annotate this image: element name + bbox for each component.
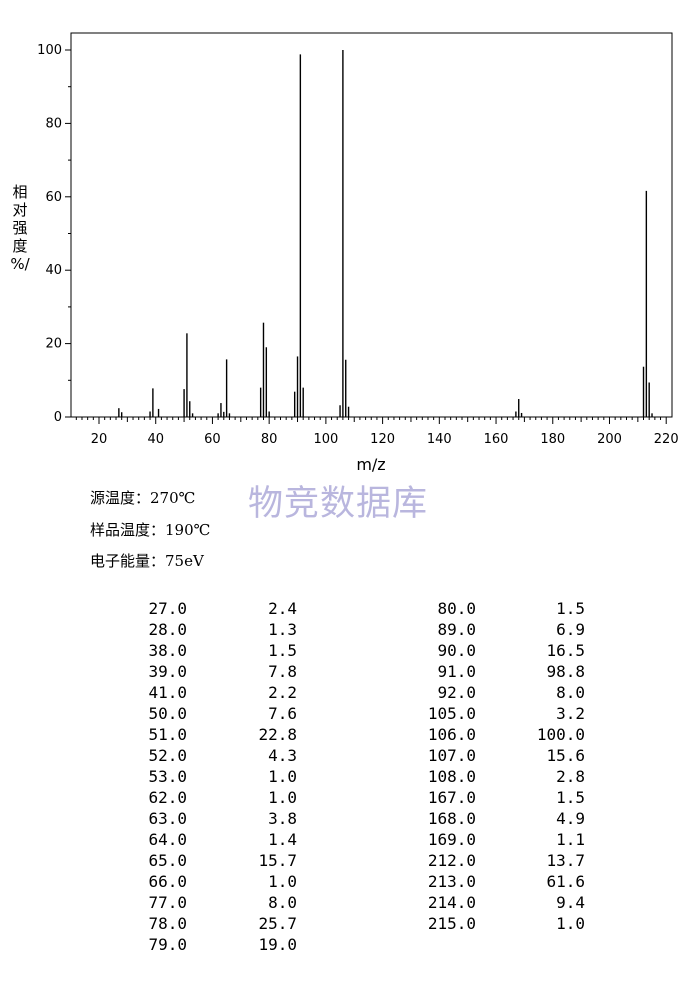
plot-frame bbox=[70, 32, 673, 418]
peak-row-right-intensity: 8.0 bbox=[556, 683, 585, 702]
peak-row-right-intensity: 3.2 bbox=[556, 704, 585, 723]
peak-row-right-mz: 213.0 bbox=[427, 872, 476, 891]
peak-row-right-intensity: 1.0 bbox=[556, 914, 585, 933]
peak-row-left-intensity: 2.4 bbox=[268, 599, 297, 618]
peak-row-left-mz: 79.0 bbox=[148, 935, 187, 954]
peak-row-left-intensity: 2.2 bbox=[268, 683, 297, 702]
peak-row-right-mz: 89.0 bbox=[437, 620, 476, 639]
peak-row-left-mz: 78.0 bbox=[148, 914, 187, 933]
peak-row-right-intensity: 2.8 bbox=[556, 767, 585, 786]
y-axis: 0 20 40 60 80 100 bbox=[37, 43, 71, 425]
y-tick-label: 0 bbox=[54, 410, 62, 425]
peak-row-right-mz: 90.0 bbox=[437, 641, 476, 660]
electron-energy: 电子能量：75eV bbox=[90, 552, 204, 570]
peak-row-right-mz: 107.0 bbox=[427, 746, 476, 765]
x-tick-label: 180 bbox=[540, 432, 565, 447]
peak-row-right-mz: 106.0 bbox=[427, 725, 476, 744]
peak-row-left-intensity: 1.0 bbox=[268, 767, 297, 786]
peak-row-right-intensity: 1.1 bbox=[556, 830, 585, 849]
peak-row-left-mz: 64.0 bbox=[148, 830, 187, 849]
peak-row-right-mz: 91.0 bbox=[437, 662, 476, 681]
x-axis: 20 40 60 80 100 120 140 160 180 200 220 bbox=[75, 417, 679, 447]
peak-row-right-intensity: 61.6 bbox=[546, 872, 585, 891]
peak-row-right-mz: 92.0 bbox=[437, 683, 476, 702]
peak-row-left-intensity: 7.6 bbox=[268, 704, 297, 723]
peak-row-right-mz: 215.0 bbox=[427, 914, 476, 933]
peak-row-right-mz: 105.0 bbox=[427, 704, 476, 723]
x-tick-label: 160 bbox=[484, 432, 509, 447]
peak-row-right-intensity: 98.8 bbox=[546, 662, 585, 681]
peak-row-left-mz: 63.0 bbox=[148, 809, 187, 828]
y-tick-label: 80 bbox=[45, 116, 62, 131]
peak-row-right-mz: 214.0 bbox=[427, 893, 476, 912]
y-label-char: 相 bbox=[12, 183, 27, 201]
peak-row-left-mz: 65.0 bbox=[148, 851, 187, 870]
peak-row-left-intensity: 15.7 bbox=[258, 851, 297, 870]
peak-row-left-mz: 38.0 bbox=[148, 641, 187, 660]
peak-row-left-intensity: 1.4 bbox=[268, 830, 297, 849]
y-tick-label: 20 bbox=[45, 337, 62, 352]
peak-row-right-intensity: 15.6 bbox=[546, 746, 585, 765]
x-tick-label: 220 bbox=[654, 432, 679, 447]
peak-row-right-intensity: 13.7 bbox=[546, 851, 585, 870]
peak-row-left-mz: 51.0 bbox=[148, 725, 187, 744]
peak-row-right-intensity: 6.9 bbox=[556, 620, 585, 639]
x-tick-label: 20 bbox=[91, 432, 108, 447]
spectrum-peaks bbox=[118, 50, 653, 417]
x-tick-label: 80 bbox=[261, 432, 278, 447]
peak-row-right-mz: 80.0 bbox=[437, 599, 476, 618]
peak-row-left-mz: 62.0 bbox=[148, 788, 187, 807]
x-tick-label: 100 bbox=[313, 432, 338, 447]
peak-row-left-mz: 39.0 bbox=[148, 662, 187, 681]
peak-row-right-mz: 108.0 bbox=[427, 767, 476, 786]
sample-temperature: 样品温度：190℃ bbox=[90, 521, 211, 539]
peak-row-left-intensity: 1.0 bbox=[268, 788, 297, 807]
peak-row-right-intensity: 16.5 bbox=[546, 641, 585, 660]
peak-row-right-mz: 167.0 bbox=[427, 788, 476, 807]
peak-row-left-mz: 52.0 bbox=[148, 746, 187, 765]
x-tick-label: 140 bbox=[427, 432, 452, 447]
peak-row-left-mz: 28.0 bbox=[148, 620, 187, 639]
peak-row-right-mz: 168.0 bbox=[427, 809, 476, 828]
peak-row-left-mz: 53.0 bbox=[148, 767, 187, 786]
peak-row-left-intensity: 4.3 bbox=[268, 746, 297, 765]
y-label-char: 对 bbox=[12, 201, 27, 219]
y-tick-label: 40 bbox=[45, 263, 62, 278]
peak-row-left-mz: 66.0 bbox=[148, 872, 187, 891]
peak-row-left-intensity: 1.0 bbox=[268, 872, 297, 891]
y-tick-label: 100 bbox=[37, 43, 62, 58]
source-temperature: 源温度：270℃ bbox=[90, 489, 196, 507]
x-tick-label: 200 bbox=[597, 432, 622, 447]
y-tick-label: 60 bbox=[45, 190, 62, 205]
watermark: 物竞数据库 bbox=[248, 484, 429, 524]
peak-row-left-intensity: 1.3 bbox=[268, 620, 297, 639]
y-label-char: 度 bbox=[12, 237, 27, 255]
peak-row-right-intensity: 4.9 bbox=[556, 809, 585, 828]
peak-row-left-intensity: 8.0 bbox=[268, 893, 297, 912]
x-tick-label: 40 bbox=[147, 432, 164, 447]
peak-row-left-mz: 77.0 bbox=[148, 893, 187, 912]
y-label-char: 强 bbox=[12, 219, 27, 237]
peak-row-right-intensity: 100.0 bbox=[536, 725, 585, 744]
peak-row-left-mz: 41.0 bbox=[148, 683, 187, 702]
peak-row-left-intensity: 19.0 bbox=[258, 935, 297, 954]
peak-row-right-mz: 169.0 bbox=[427, 830, 476, 849]
x-tick-label: 120 bbox=[370, 432, 395, 447]
peak-row-right-intensity: 1.5 bbox=[556, 599, 585, 618]
peak-row-left-intensity: 3.8 bbox=[268, 809, 297, 828]
peak-row-right-intensity: 1.5 bbox=[556, 788, 585, 807]
peak-row-right-intensity: 9.4 bbox=[556, 893, 585, 912]
peak-row-left-intensity: 7.8 bbox=[268, 662, 297, 681]
peak-row-left-mz: 27.0 bbox=[148, 599, 187, 618]
peak-row-left-intensity: 25.7 bbox=[258, 914, 297, 933]
peak-row-right-mz: 212.0 bbox=[427, 851, 476, 870]
peak-row-left-mz: 50.0 bbox=[148, 704, 187, 723]
x-tick-label: 60 bbox=[204, 432, 221, 447]
peak-row-left-intensity: 22.8 bbox=[258, 725, 297, 744]
y-label-char: %/ bbox=[10, 255, 30, 273]
x-axis-label: m/z bbox=[356, 455, 385, 474]
peak-row-left-intensity: 1.5 bbox=[268, 641, 297, 660]
